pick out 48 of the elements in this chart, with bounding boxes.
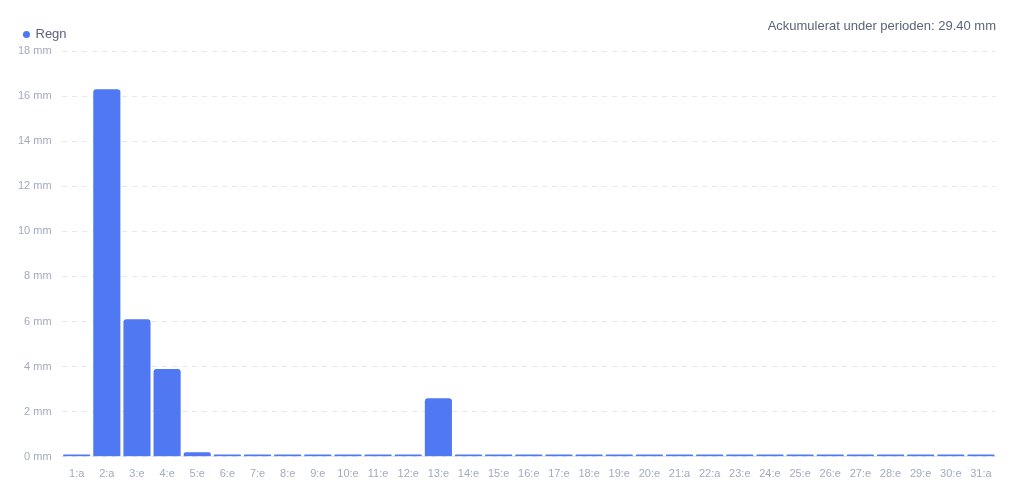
x-tick-label: 19:e	[608, 467, 630, 480]
y-tick-label: 14 mm	[17, 134, 52, 147]
x-tick-label: 10:e	[337, 467, 359, 480]
x-tick-label: 18:e	[578, 467, 600, 480]
x-tick-label: 23:e	[729, 467, 751, 480]
bar	[153, 368, 181, 457]
x-tick-label: 24:e	[759, 467, 781, 480]
bar	[424, 398, 452, 457]
x-tick-label: 5:e	[189, 467, 205, 480]
x-tick-label: 30:e	[940, 467, 962, 480]
x-tick-label: 1:a	[69, 467, 86, 480]
x-tick-label: 22:a	[698, 467, 722, 480]
text: Ackumulerat under perioden: 29.40 mm	[767, 17, 996, 33]
y-tick-label: 0 mm	[24, 449, 52, 462]
y-tick-label: 4 mm	[24, 359, 52, 372]
x-tick-label: 12:e	[397, 467, 419, 480]
x-tick-label: 13:e	[427, 467, 450, 480]
x-tick-label: 15:e	[487, 467, 510, 480]
x-tick-label: 25:e	[789, 467, 811, 480]
x-tick-label: 21:a	[668, 467, 692, 480]
y-tick-label: 16 mm	[17, 89, 52, 102]
x-tick-label: 27:e	[849, 467, 872, 480]
x-tick-label: 3:e	[129, 467, 145, 480]
y-tick-label: 18 mm	[17, 44, 52, 57]
x-tick-label: 31:a	[970, 467, 993, 480]
x-tick-label: 16:e	[518, 467, 540, 480]
bar	[123, 319, 151, 457]
x-tick-label: 17:e	[548, 467, 570, 480]
x-tick-label: 28:e	[879, 467, 902, 480]
x-tick-label: 11:e	[367, 467, 389, 480]
y-tick-label: 6 mm	[24, 314, 52, 327]
x-tick-label: 26:e	[819, 467, 841, 480]
bar	[183, 452, 211, 457]
y-tick-label: 12 mm	[17, 179, 52, 192]
x-tick-label: 2:a	[99, 467, 116, 480]
y-tick-label: 8 mm	[24, 269, 52, 282]
x-tick-label: 4:e	[159, 467, 175, 480]
y-tick-label: 10 mm	[17, 224, 52, 237]
y-tick-label: 2 mm	[24, 404, 52, 417]
x-tick-label: 6:e	[219, 467, 236, 480]
x-tick-label: 8:e	[280, 467, 296, 480]
x-tick-label: 29:e	[909, 467, 932, 480]
x-tick-label: 20:e	[638, 467, 661, 480]
x-tick-label: 14:e	[457, 467, 480, 480]
x-tick-label: 9:e	[310, 467, 326, 480]
bar	[93, 89, 121, 457]
x-tick-label: 7:e	[249, 467, 266, 480]
legend-label: Regn	[35, 26, 67, 42]
